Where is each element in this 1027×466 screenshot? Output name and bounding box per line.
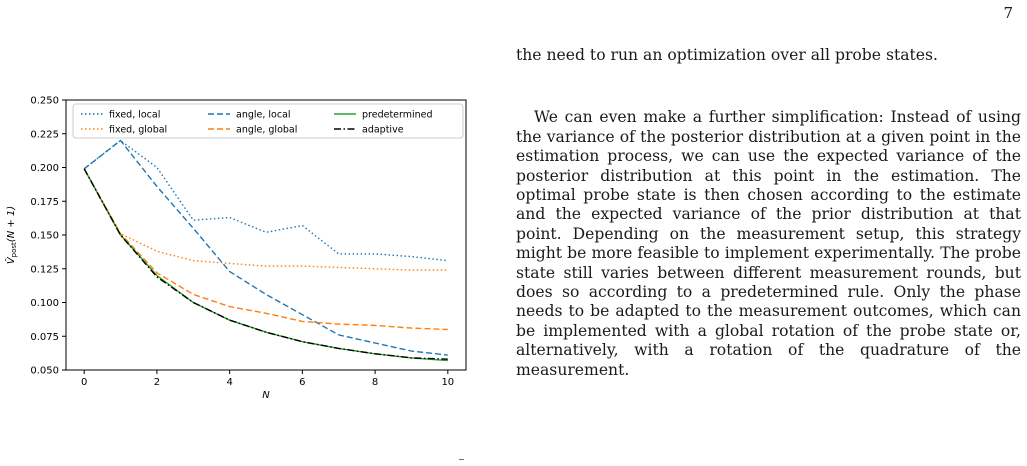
series-line-fixed-global: [83, 168, 448, 271]
body-text: the need to run an optimization over all…: [516, 46, 1021, 380]
series-lines: [83, 139, 448, 362]
series-line-predetermined: [83, 168, 448, 362]
y-tick-label: 0.150: [30, 231, 59, 242]
figure-panel: 0.050 0.075 0.100 0.125 0.150 0.175 0.200 0.225…: [0, 0, 470, 466]
series-line-adaptive: [83, 168, 448, 360]
legend-label: predetermined: [362, 110, 433, 121]
paragraph-2: We can even make a further simplificatio…: [516, 108, 1021, 379]
page-number: 7: [1003, 4, 1013, 22]
x-tick-label: 0: [81, 377, 87, 388]
series-line-fixed-local: [83, 139, 448, 262]
y-axis: 0.050 0.075 0.100 0.125 0.150 0.175 0.200 0.225…: [30, 96, 66, 377]
y-tick-label: 0.250: [30, 96, 59, 107]
x-tick-label: 10: [441, 377, 454, 388]
legend-label: fixed, global: [109, 125, 167, 136]
figure-marker: −: [458, 455, 465, 464]
line-chart: 0.050 0.075 0.100 0.125 0.150 0.175 0.200 0.225…: [4, 96, 467, 401]
legend-label: angle, global: [236, 125, 297, 136]
series-line-angle-local: [83, 139, 448, 356]
legend-label: angle, local: [236, 110, 291, 121]
x-tick-label: 2: [154, 377, 160, 388]
y-tick-label: 0.050: [30, 366, 59, 377]
y-tick-label: 0.075: [30, 332, 59, 343]
x-tick-label: 4: [226, 377, 232, 388]
legend-label: fixed, local: [109, 110, 160, 121]
legend: fixed, local fixed, global angle, local ang…: [72, 103, 464, 139]
y-axis-label-main: V̂: [4, 256, 17, 264]
y-tick-label: 0.175: [30, 197, 59, 208]
y-tick-label: 0.225: [30, 129, 59, 140]
legend-box: [72, 103, 464, 139]
y-tick-label: 0.200: [30, 163, 59, 174]
series-line-angle-global: [83, 168, 448, 331]
y-tick-label: 0.125: [30, 264, 59, 275]
x-axis: 0 2 4 6 8 10: [81, 370, 454, 388]
legend-label: adaptive: [362, 125, 404, 136]
paragraph-1: the need to run an optimization over all…: [516, 46, 938, 64]
y-axis-label: V̂post(N + 1): [4, 206, 18, 264]
y-tick-label: 0.100: [30, 298, 59, 309]
x-tick-label: 8: [372, 377, 378, 388]
y-axis-label-tail: (N + 1): [6, 206, 17, 242]
y-axis-label-sub: post: [10, 242, 18, 257]
x-tick-label: 6: [299, 377, 305, 388]
x-axis-label: N: [262, 390, 270, 401]
plot-frame: [65, 99, 467, 371]
